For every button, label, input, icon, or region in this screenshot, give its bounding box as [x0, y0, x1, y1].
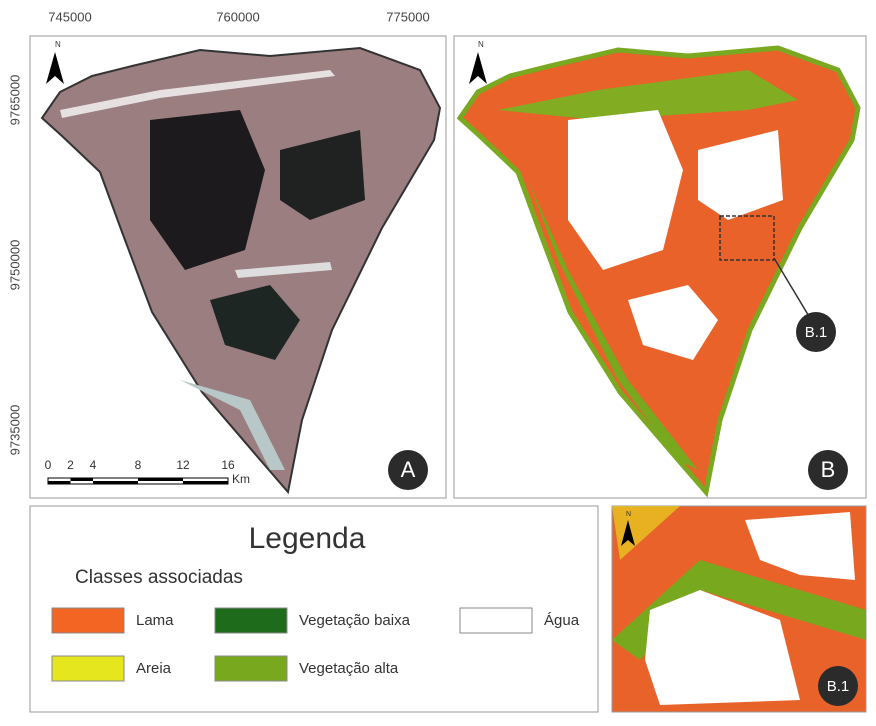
y-coordinate: 9750000: [7, 240, 22, 291]
legend-label: Vegetação alta: [299, 660, 399, 677]
vegetation: [498, 70, 798, 120]
panel-label: B: [821, 457, 836, 482]
north-label: N: [55, 40, 61, 49]
x-coordinate: 760000: [216, 9, 259, 24]
x-coordinate: 775000: [386, 9, 429, 24]
scale-segment: [48, 481, 71, 484]
lake: [210, 285, 300, 360]
scale-tick-label: 16: [221, 458, 235, 472]
scale-tick-label: 0: [45, 458, 52, 472]
legend-swatch: [459, 607, 533, 634]
legend-swatch: [214, 655, 288, 682]
water: [698, 130, 783, 220]
legend-swatch: [214, 607, 288, 634]
legend-swatch: [51, 655, 125, 682]
inset-label: B.1: [827, 678, 850, 695]
legend-label: Vegetação baixa: [299, 612, 411, 629]
sand-streak: [235, 262, 332, 278]
legend-label: Lama: [136, 612, 174, 629]
x-coordinate: 745000: [48, 9, 91, 24]
vegetation: [612, 560, 866, 660]
north-arrow: [469, 52, 487, 84]
scale-tick-label: 12: [176, 458, 190, 472]
scale-tick-label: 4: [90, 458, 97, 472]
legend-swatch: [51, 607, 125, 634]
lake: [280, 130, 365, 220]
north-label: N: [478, 40, 484, 49]
water: [645, 590, 800, 705]
satellite-image: [41, 47, 441, 493]
north-arrow: [621, 520, 635, 546]
callout-label: B.1: [805, 324, 828, 341]
classified-map: [460, 48, 858, 492]
water: [745, 512, 855, 580]
y-coordinate: 9735000: [7, 405, 22, 456]
scale-segment: [93, 481, 138, 484]
sand-streak: [180, 380, 285, 470]
y-coordinate: 9765000: [7, 75, 22, 126]
scale-segment: [70, 478, 93, 481]
callout-badge: [796, 312, 836, 352]
north-label: N: [626, 511, 631, 518]
panel-badge: [808, 450, 848, 490]
sand-streak: [60, 70, 335, 118]
legend-label: Areia: [136, 660, 172, 677]
legend-label: Água: [544, 612, 580, 629]
legend-items: Lama Areia Vegetação baixa Vegetação alta Ág…: [51, 607, 580, 682]
scale-segment: [183, 481, 228, 484]
scale-tick-label: 8: [135, 458, 142, 472]
panel-label: A: [401, 457, 416, 482]
legend-subtitle: Classes associadas: [75, 567, 243, 588]
inset-badge: [818, 666, 858, 706]
water: [568, 110, 683, 270]
panel-badge: [388, 450, 428, 490]
water: [628, 285, 718, 360]
scale-tick-label: 2: [67, 458, 74, 472]
north-arrow: [46, 52, 64, 84]
lake: [150, 110, 265, 270]
scale-segment: [138, 478, 183, 481]
legend-title: Legenda: [249, 522, 366, 555]
scale-unit: Km: [232, 472, 250, 486]
inset-box: [719, 215, 775, 261]
callout-line: [773, 257, 811, 319]
sand: [612, 506, 680, 560]
